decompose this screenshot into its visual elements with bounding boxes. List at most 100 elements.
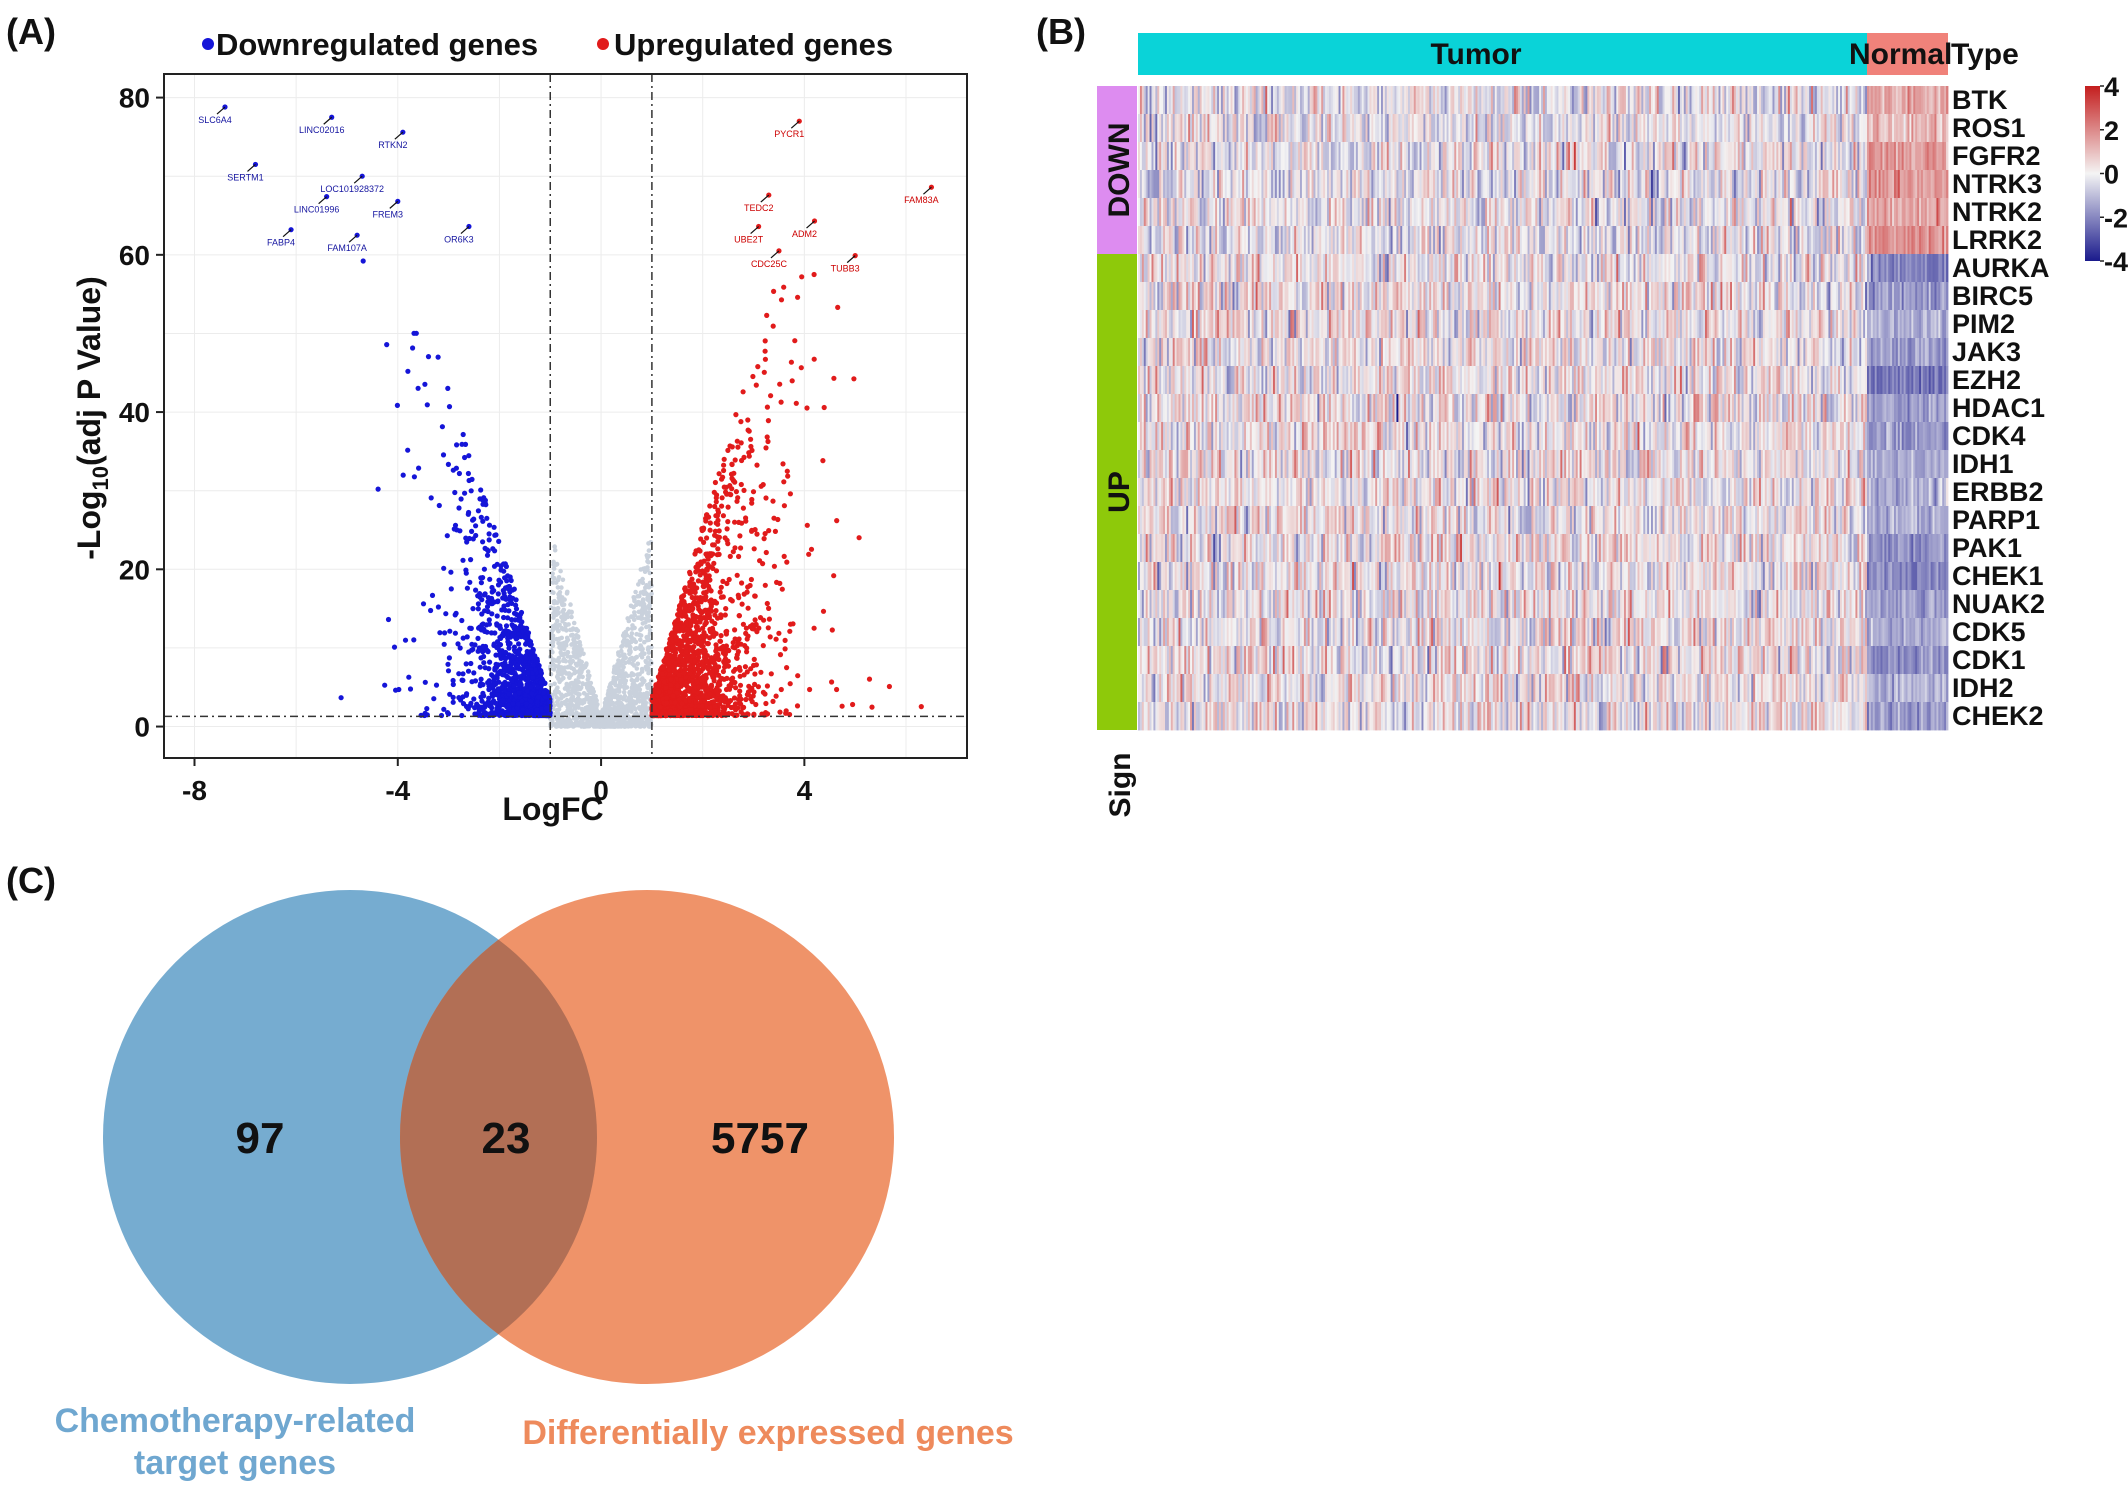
volcano-point-ns	[624, 685, 630, 690]
volcano-point-up	[722, 535, 728, 541]
volcano-point-down	[506, 645, 512, 651]
volcano-point-up	[702, 682, 708, 688]
volcano-point-up	[808, 546, 815, 552]
volcano-point-up	[672, 710, 678, 716]
volcano-point-down	[479, 611, 485, 617]
volcano-point-down	[465, 511, 471, 517]
volcano-point-down	[360, 258, 366, 264]
volcano-point-down	[503, 623, 510, 629]
volcano-point-ns	[550, 624, 556, 629]
volcano-point-ns	[645, 719, 650, 724]
volcano-point-up	[677, 612, 683, 618]
volcano-point-ns	[564, 643, 569, 648]
heatmap-cells	[1138, 86, 1949, 731]
volcano-point-down	[526, 641, 532, 647]
volcano-point-ns	[621, 637, 627, 643]
gene-label-fam83a: FAM83A	[904, 195, 939, 205]
volcano-point-ns	[568, 633, 574, 638]
volcano-point-down	[445, 385, 451, 391]
volcano-point-up	[795, 673, 801, 679]
volcano-point-down	[463, 661, 469, 667]
volcano-point-up	[784, 468, 790, 474]
volcano-point-up	[829, 627, 835, 633]
volcano-point-down	[523, 653, 529, 659]
volcano-point-up	[751, 546, 757, 552]
volcano-point-up	[727, 491, 733, 497]
volcano-point-up	[670, 693, 677, 699]
volcano-point-up	[664, 652, 670, 658]
volcano-point-down	[543, 705, 550, 711]
volcano-point-ns	[557, 622, 562, 628]
volcano-point-up	[745, 417, 751, 423]
volcano-point-ns	[566, 609, 572, 614]
volcano-point-down	[481, 653, 487, 660]
volcano-point-ns	[564, 628, 569, 633]
volcano-point-ns	[559, 585, 564, 590]
volcano-point-down	[484, 515, 490, 521]
volcano-point-down	[510, 683, 517, 689]
volcano-point-down	[447, 628, 453, 634]
volcano-point-ns	[573, 678, 579, 683]
volcano-point-down	[515, 649, 522, 655]
volcano-point-ns	[586, 714, 592, 719]
volcano-point-up	[777, 652, 784, 658]
volcano-point-up	[673, 637, 679, 643]
volcano-point-up	[779, 586, 785, 592]
volcano-point-up	[806, 551, 812, 557]
volcano-point-up	[758, 483, 764, 489]
volcano-point-up	[725, 447, 731, 453]
volcano-point-up	[730, 549, 736, 555]
volcano-point-down	[415, 385, 421, 391]
volcano-point-down	[457, 645, 463, 651]
volcano-point-up	[738, 545, 744, 551]
volcano-point-ns	[623, 660, 628, 666]
type-label-normal: Normal	[1849, 38, 1952, 71]
volcano-point-down	[475, 508, 481, 514]
volcano-point-down	[484, 547, 490, 553]
volcano-point-ns	[548, 647, 554, 653]
volcano-point-up	[721, 456, 727, 462]
volcano-point-ns	[639, 654, 645, 660]
volcano-point-down	[459, 712, 465, 719]
volcano-point-up	[762, 338, 768, 344]
volcano-point-ns	[556, 676, 561, 682]
volcano-point-down	[462, 454, 468, 461]
volcano-x-ticks: -8 -4 0 4	[182, 758, 813, 806]
volcano-point-down	[478, 580, 484, 586]
volcano-point-down	[486, 522, 493, 528]
volcano-point-ns	[587, 673, 592, 679]
volcano-point-up	[820, 458, 826, 464]
volcano-point-down	[441, 706, 447, 712]
volcano-point-ns	[644, 634, 649, 640]
volcano-point-down	[499, 684, 505, 691]
volcano-point-up	[724, 526, 730, 532]
volcano-point-ns	[562, 597, 567, 602]
volcano-point-ns	[573, 704, 578, 710]
volcano-point-down	[462, 490, 468, 496]
volcano-point-up	[694, 678, 700, 685]
volcano-point-up	[713, 710, 719, 717]
volcano-point-down	[514, 626, 521, 632]
volcano-point-up	[707, 705, 713, 711]
volcano-point-up	[750, 489, 757, 495]
legend-label-down: Downregulated genes	[216, 27, 538, 62]
volcano-point-up	[742, 664, 749, 670]
volcano-point-up	[711, 633, 717, 639]
volcano-point-down	[384, 342, 390, 348]
volcano-point-up	[777, 709, 783, 715]
volcano-point-ns	[614, 670, 620, 676]
volcano-point-ns	[560, 619, 565, 624]
volcano-point-up	[770, 698, 776, 705]
volcano-point-down	[505, 639, 511, 645]
volcano-point-up	[656, 679, 662, 685]
volcano-point-ns	[634, 666, 640, 671]
volcano-point-down	[513, 606, 520, 612]
volcano-point-down	[440, 452, 447, 458]
volcano-point-up	[680, 657, 686, 664]
volcano-point-down	[529, 690, 535, 697]
volcano-point-down	[496, 538, 502, 545]
volcano-point-down	[480, 501, 486, 507]
volcano-point-ns	[553, 664, 558, 669]
volcano-point-up	[709, 672, 715, 678]
volcano-point-ns	[635, 717, 640, 723]
